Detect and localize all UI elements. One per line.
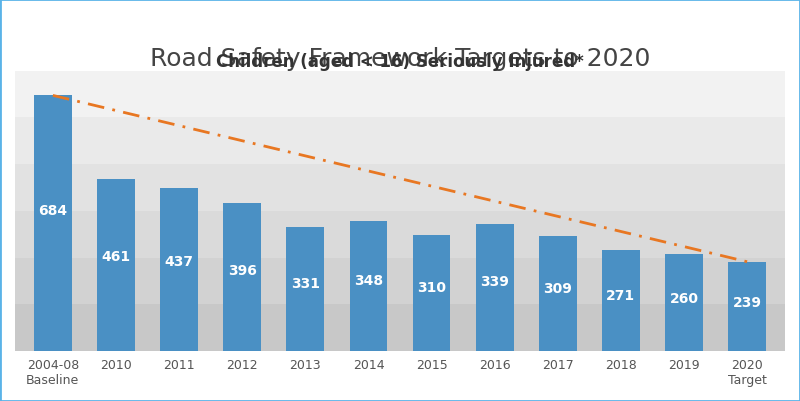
Text: 331: 331 — [291, 276, 320, 290]
Text: 309: 309 — [543, 281, 572, 295]
Text: 271: 271 — [606, 289, 635, 303]
Bar — [286, 228, 324, 351]
Bar — [728, 262, 766, 351]
Bar — [476, 225, 514, 351]
Text: Children (aged < 16) Seriously Injured*: Children (aged < 16) Seriously Injured* — [216, 53, 584, 71]
Text: 461: 461 — [102, 250, 130, 263]
Text: 260: 260 — [670, 291, 698, 305]
Bar — [602, 250, 640, 351]
Bar — [15, 165, 785, 211]
Bar — [665, 254, 703, 351]
Title: Road Safety Framework Targets to 2020: Road Safety Framework Targets to 2020 — [150, 47, 650, 71]
Text: 310: 310 — [417, 281, 446, 295]
Text: 437: 437 — [165, 255, 194, 269]
Text: 239: 239 — [733, 295, 762, 309]
Bar — [15, 211, 785, 258]
Bar — [15, 305, 785, 351]
Bar — [15, 71, 785, 118]
Bar — [97, 179, 135, 351]
Bar — [413, 236, 450, 351]
Text: 684: 684 — [38, 204, 67, 218]
Bar — [34, 96, 72, 351]
Bar — [15, 258, 785, 305]
Bar — [160, 188, 198, 351]
Bar — [539, 236, 577, 351]
Bar — [223, 204, 261, 351]
Text: 396: 396 — [228, 263, 257, 277]
Bar — [350, 221, 387, 351]
Text: 339: 339 — [480, 275, 509, 289]
Text: 348: 348 — [354, 273, 383, 287]
Bar — [15, 118, 785, 165]
